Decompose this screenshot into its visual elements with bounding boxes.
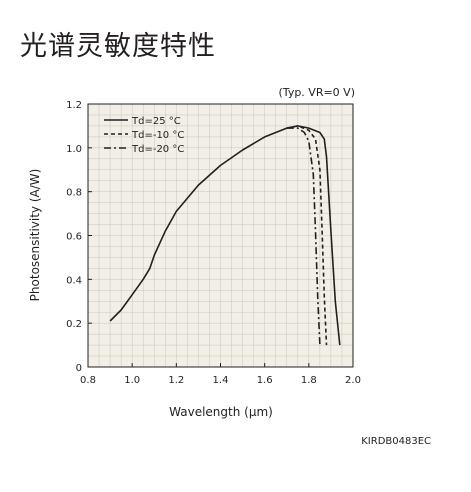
x-tick-label: 2.0 [345, 375, 361, 386]
x-tick-label: 1.0 [124, 375, 140, 386]
y-tick-label: 1.0 [66, 144, 82, 155]
page-title: 光谱灵敏度特性 [20, 31, 216, 62]
x-tick-label: 0.8 [80, 375, 96, 386]
x-tick-label: 1.4 [213, 375, 229, 386]
x-tick-label: 1.6 [257, 375, 273, 386]
x-tick-label: 1.8 [301, 375, 317, 386]
y-tick-label: 0.8 [66, 188, 82, 199]
y-tick-label: 0.6 [66, 232, 82, 243]
series-line [109, 125, 341, 346]
y-tick-label: 0.4 [66, 275, 82, 286]
legend-label: Td=-20 °C [131, 144, 184, 155]
x-axis-label: Wavelength (μm) [169, 405, 273, 419]
legend-label: Td=25 °C [131, 116, 181, 127]
document-code: KIRDB0483EC [361, 436, 431, 447]
x-tick-label: 1.2 [168, 375, 184, 386]
y-tick-label: 0.2 [66, 319, 82, 330]
y-tick-label: 0 [76, 363, 82, 374]
series-line [286, 127, 321, 346]
y-tick-label: 1.2 [66, 100, 82, 111]
plot-frame [87, 103, 354, 368]
series-line [286, 125, 328, 346]
condition-label: (Typ. VR=0 V) [278, 86, 355, 99]
legend-label: Td=-10 °C [131, 130, 184, 141]
